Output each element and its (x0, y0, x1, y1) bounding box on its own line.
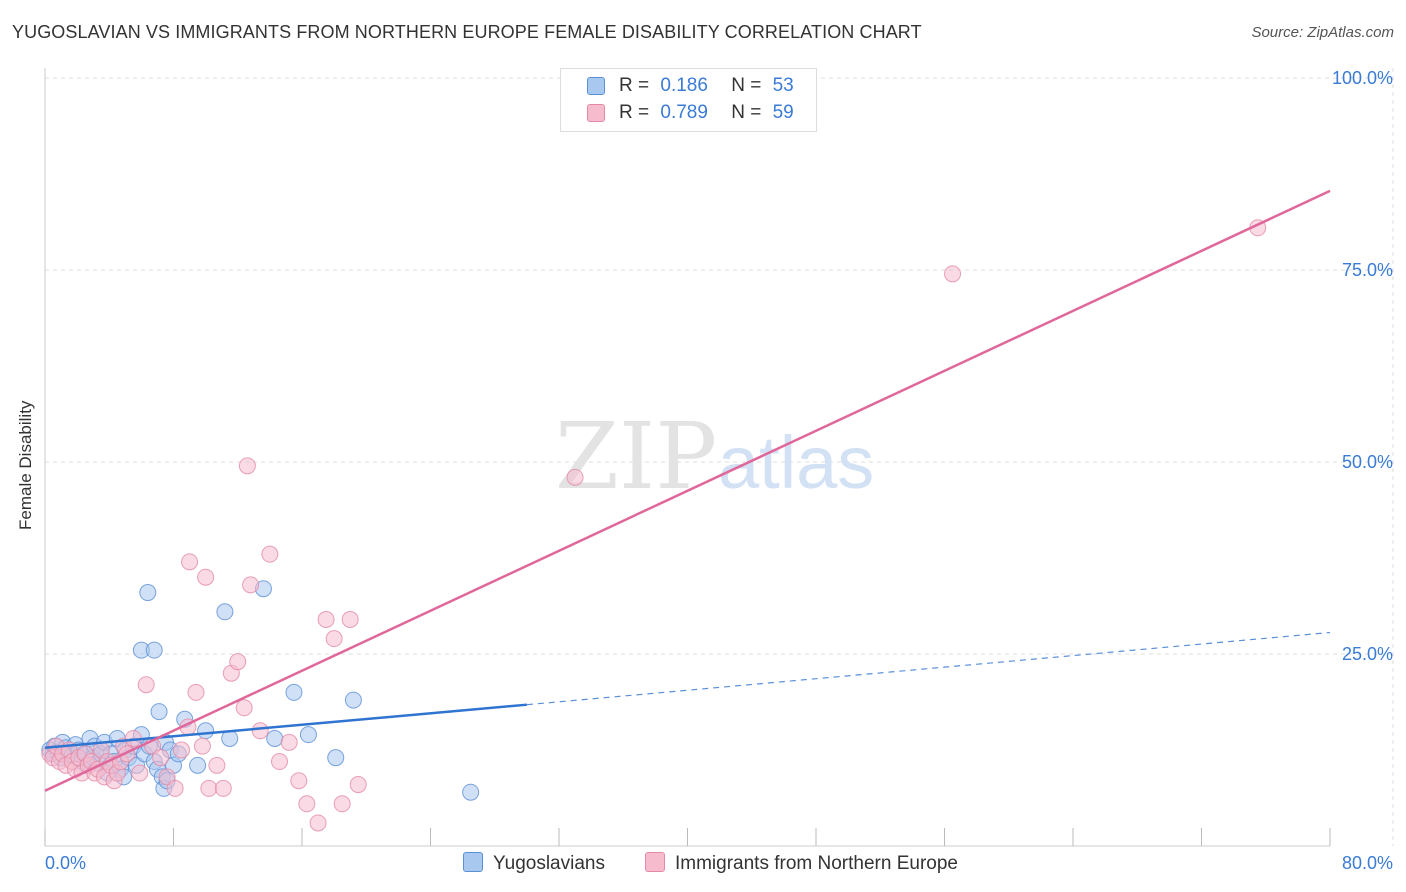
watermark-zip: ZIP (555, 403, 717, 510)
northern-europe-point (235, 699, 253, 717)
y-tick-label: 75.0% (1342, 260, 1393, 280)
bottom-legend-yugoslavians: Yugoslavians (463, 852, 605, 875)
legend-r-value-pink: 0.789 (660, 102, 708, 123)
axes (44, 68, 1331, 847)
y-tick-label: 50.0% (1342, 452, 1393, 472)
yugoslavian-point (299, 726, 317, 744)
northern-europe-point (566, 468, 584, 486)
y-tick-label: 100.0% (1332, 68, 1393, 88)
bottom-legend-swatch-pink (645, 852, 665, 872)
yugoslavian-point (327, 749, 345, 767)
northern-europe-point (325, 630, 343, 648)
northern-europe-point (173, 741, 191, 759)
northern-europe-point (214, 779, 232, 797)
stats-legend: R = 0.186 N = 53 R = 0.789 N = 59 (560, 68, 817, 132)
northern-europe-point (208, 756, 226, 774)
y-axis-label-wrap: Female Disability (16, 331, 36, 530)
northern-europe-point (251, 722, 269, 740)
northern-europe-point (152, 749, 170, 767)
legend-n-value-pink: 59 (772, 102, 794, 123)
northern-europe-point (349, 776, 367, 794)
yugoslavian-trend-line (44, 703, 527, 749)
yugoslavian-point (197, 722, 215, 740)
yugoslavian-point (266, 729, 284, 747)
legend-r-label: R = (619, 102, 650, 123)
legend-r-value-blue: 0.186 (660, 75, 708, 96)
northern-europe-point (271, 753, 289, 771)
x-tick-label-max: 80.0% (1342, 853, 1393, 873)
northern-europe-trend-line (44, 189, 1331, 792)
chart-title: YUGOSLAVIAN VS IMMIGRANTS FROM NORTHERN … (12, 22, 922, 42)
yugoslavian-point (344, 691, 362, 709)
northern-europe-point (280, 733, 298, 751)
yugoslavian-point (189, 756, 207, 774)
northern-europe-point (158, 768, 176, 786)
y-tick-label: 25.0% (1342, 644, 1393, 664)
bottom-legend-swatch-blue (463, 852, 483, 872)
yugoslavian-point (145, 641, 163, 659)
tick-labels: 25.0% 50.0% 75.0% 100.0% 0.0% 80.0% (45, 68, 1393, 873)
northern-europe-point (317, 610, 335, 628)
northern-europe-point (261, 545, 279, 563)
y-axis-label: Female Disability (16, 400, 35, 530)
legend-n-value-blue: 53 (772, 75, 794, 96)
x-tick-label-min: 0.0% (45, 853, 86, 873)
yugoslavian-point (139, 584, 157, 602)
trend-lines (44, 189, 1331, 792)
yugoslavian-point (216, 603, 234, 621)
northern-europe-point (166, 779, 184, 797)
northern-europe-point (298, 795, 316, 813)
northern-europe-point (229, 653, 247, 671)
legend-n-label: N = (731, 102, 762, 123)
yugoslavian-point (462, 783, 480, 801)
yugoslavian-point (150, 703, 168, 721)
yugoslavian-trend-extension (526, 631, 1331, 706)
data-points (41, 219, 1267, 832)
northern-europe-point (242, 576, 260, 594)
watermark-atlas: atlas (718, 421, 874, 504)
northern-europe-point (181, 553, 199, 571)
northern-europe-point (333, 795, 351, 813)
bottom-legend-northern-europe: Immigrants from Northern Europe (645, 852, 958, 875)
northern-europe-point (193, 737, 211, 755)
legend-swatch-blue (587, 77, 605, 95)
northern-europe-point (290, 772, 308, 790)
northern-europe-point (238, 457, 256, 475)
northern-europe-point (187, 683, 205, 701)
northern-europe-point (341, 610, 359, 628)
northern-europe-point (137, 676, 155, 694)
legend-n-label: N = (731, 75, 762, 96)
northern-europe-point (309, 814, 327, 832)
northern-europe-point (944, 265, 962, 283)
watermark: ZIP atlas (555, 403, 874, 510)
northern-europe-point (197, 568, 215, 586)
bottom-legend-label-blue: Yugoslavians (493, 853, 605, 874)
yugoslavian-point (285, 683, 303, 701)
legend-r-label: R = (619, 75, 650, 96)
source-label: Source: ZipAtlas.com (1251, 24, 1394, 41)
bottom-legend-label-pink: Immigrants from Northern Europe (675, 853, 958, 874)
northern-europe-point (200, 779, 218, 797)
legend-swatch-pink (587, 104, 605, 122)
northern-europe-point (131, 764, 149, 782)
